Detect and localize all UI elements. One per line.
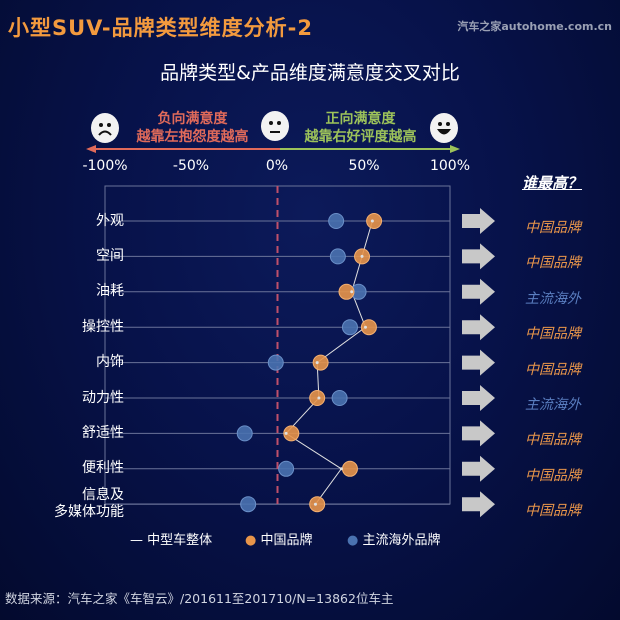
positive-arrow-head xyxy=(450,145,460,153)
winner-label: 中国品牌 xyxy=(525,467,581,484)
midsize-point xyxy=(317,396,321,400)
category-label-line: 空间 xyxy=(96,247,124,264)
negative-desc: 越靠左抱怨度越高 xyxy=(136,129,249,145)
midsize-point xyxy=(363,325,367,329)
midsize-point xyxy=(339,467,343,471)
midsize-point xyxy=(284,431,288,435)
negative-label: 负向满意度 越靠左抱怨度越高 xyxy=(130,110,255,146)
orange-dot-icon: ● xyxy=(245,533,257,548)
china-point xyxy=(341,460,358,477)
x-tick: 100% xyxy=(429,158,471,174)
foreign-point xyxy=(267,354,284,371)
right-arrow-icon xyxy=(462,491,495,518)
positive-label: 正向满意度 越靠右好评度越高 xyxy=(298,110,423,146)
sad-face-icon xyxy=(91,113,119,143)
winner-label: 中国品牌 xyxy=(525,361,581,378)
neutral-face-icon xyxy=(261,111,289,141)
winner-label: 主流海外 xyxy=(525,397,581,413)
negative-arrow-head xyxy=(86,145,96,153)
category-label: 操控性 xyxy=(82,319,124,336)
category-label-line: 舒适性 xyxy=(82,424,124,441)
who-highest-heading: 谁最高？ xyxy=(522,174,583,192)
category-label-line: 多媒体功能 xyxy=(54,504,124,521)
foreign-point xyxy=(236,425,253,442)
legend-label: 中型车整体 xyxy=(147,533,213,548)
right-arrow-icon xyxy=(462,349,495,376)
negative-title: 负向满意度 xyxy=(157,111,228,127)
category-label: 内饰 xyxy=(96,354,124,371)
midsize-point xyxy=(315,361,319,365)
legend-foreign: ● 主流海外品牌 xyxy=(347,529,441,548)
foreign-point xyxy=(329,248,346,265)
midsize-point xyxy=(313,502,317,506)
right-arrow-icon xyxy=(462,243,495,270)
china-point xyxy=(338,283,355,300)
category-label-line: 便利性 xyxy=(82,460,124,477)
winner-label: 中国品牌 xyxy=(525,503,581,520)
positive-title: 正向满意度 xyxy=(325,111,396,127)
midsize-point xyxy=(360,254,364,258)
category-label-line: 油耗 xyxy=(96,283,124,300)
right-arrow-icon xyxy=(462,278,495,305)
right-arrow-icon xyxy=(462,208,495,234)
x-tick: 50% xyxy=(348,158,380,174)
chart-subtitle: 品牌类型&产品维度满意度交叉对比 xyxy=(160,62,460,84)
category-label-line: 动力性 xyxy=(82,389,124,406)
winner-label: 中国品牌 xyxy=(525,255,581,272)
foreign-point xyxy=(331,390,348,406)
category-label: 舒适性 xyxy=(82,425,124,442)
category-label: 外观 xyxy=(96,213,124,230)
happy-face-icon xyxy=(430,113,458,143)
x-tick: -100% xyxy=(82,158,128,174)
category-label-line: 信息及 xyxy=(82,487,124,504)
foreign-point xyxy=(328,213,345,229)
china-point xyxy=(283,425,300,442)
scale-arrow xyxy=(86,145,460,153)
legend-midsize: — 中型车整体 xyxy=(130,533,213,548)
page-title: 小型SUV-品牌类型维度分析-2 xyxy=(8,16,313,40)
brand-watermark: 汽车之家autohome.com.cn xyxy=(457,20,612,33)
foreign-point xyxy=(341,319,358,336)
china-point xyxy=(312,354,329,371)
winner-label: 中国品牌 xyxy=(525,326,581,343)
category-label: 空间 xyxy=(96,248,124,265)
right-arrow-icon xyxy=(462,314,495,341)
foreign-point xyxy=(278,460,295,477)
winner-label: 中国品牌 xyxy=(525,432,581,449)
legend-china: ● 中国品牌 xyxy=(245,529,313,548)
positive-desc: 越靠右好评度越高 xyxy=(304,129,417,145)
china-point xyxy=(360,319,377,336)
china-point xyxy=(309,390,326,406)
midsize-point xyxy=(350,290,354,294)
foreign-point xyxy=(240,496,257,513)
right-arrow-icon xyxy=(462,455,495,482)
category-label: 动力性 xyxy=(82,390,124,407)
right-arrow-icon xyxy=(462,385,495,411)
category-label-line: 内饰 xyxy=(96,354,124,371)
right-arrow-icon xyxy=(462,420,495,447)
x-tick: -50% xyxy=(172,158,210,174)
x-tick: 0% xyxy=(265,158,289,174)
midsize-point xyxy=(370,219,374,223)
category-label: 信息及 多媒体功能 xyxy=(54,487,124,521)
china-point xyxy=(366,213,383,229)
category-label-line: 外观 xyxy=(96,212,124,229)
data-source: 数据来源：汽车之家《车智云》/201611至201710/N=13862位车主 xyxy=(5,591,394,606)
china-point xyxy=(309,496,326,513)
winner-label: 中国品牌 xyxy=(525,220,581,236)
blue-dot-icon: ● xyxy=(347,533,359,548)
category-label: 油耗 xyxy=(96,283,124,300)
winner-label: 主流海外 xyxy=(525,290,581,307)
legend-label: 中国品牌 xyxy=(260,533,313,548)
legend-label: 主流海外品牌 xyxy=(362,533,441,548)
category-label-line: 操控性 xyxy=(82,318,124,335)
category-label: 便利性 xyxy=(82,460,124,477)
